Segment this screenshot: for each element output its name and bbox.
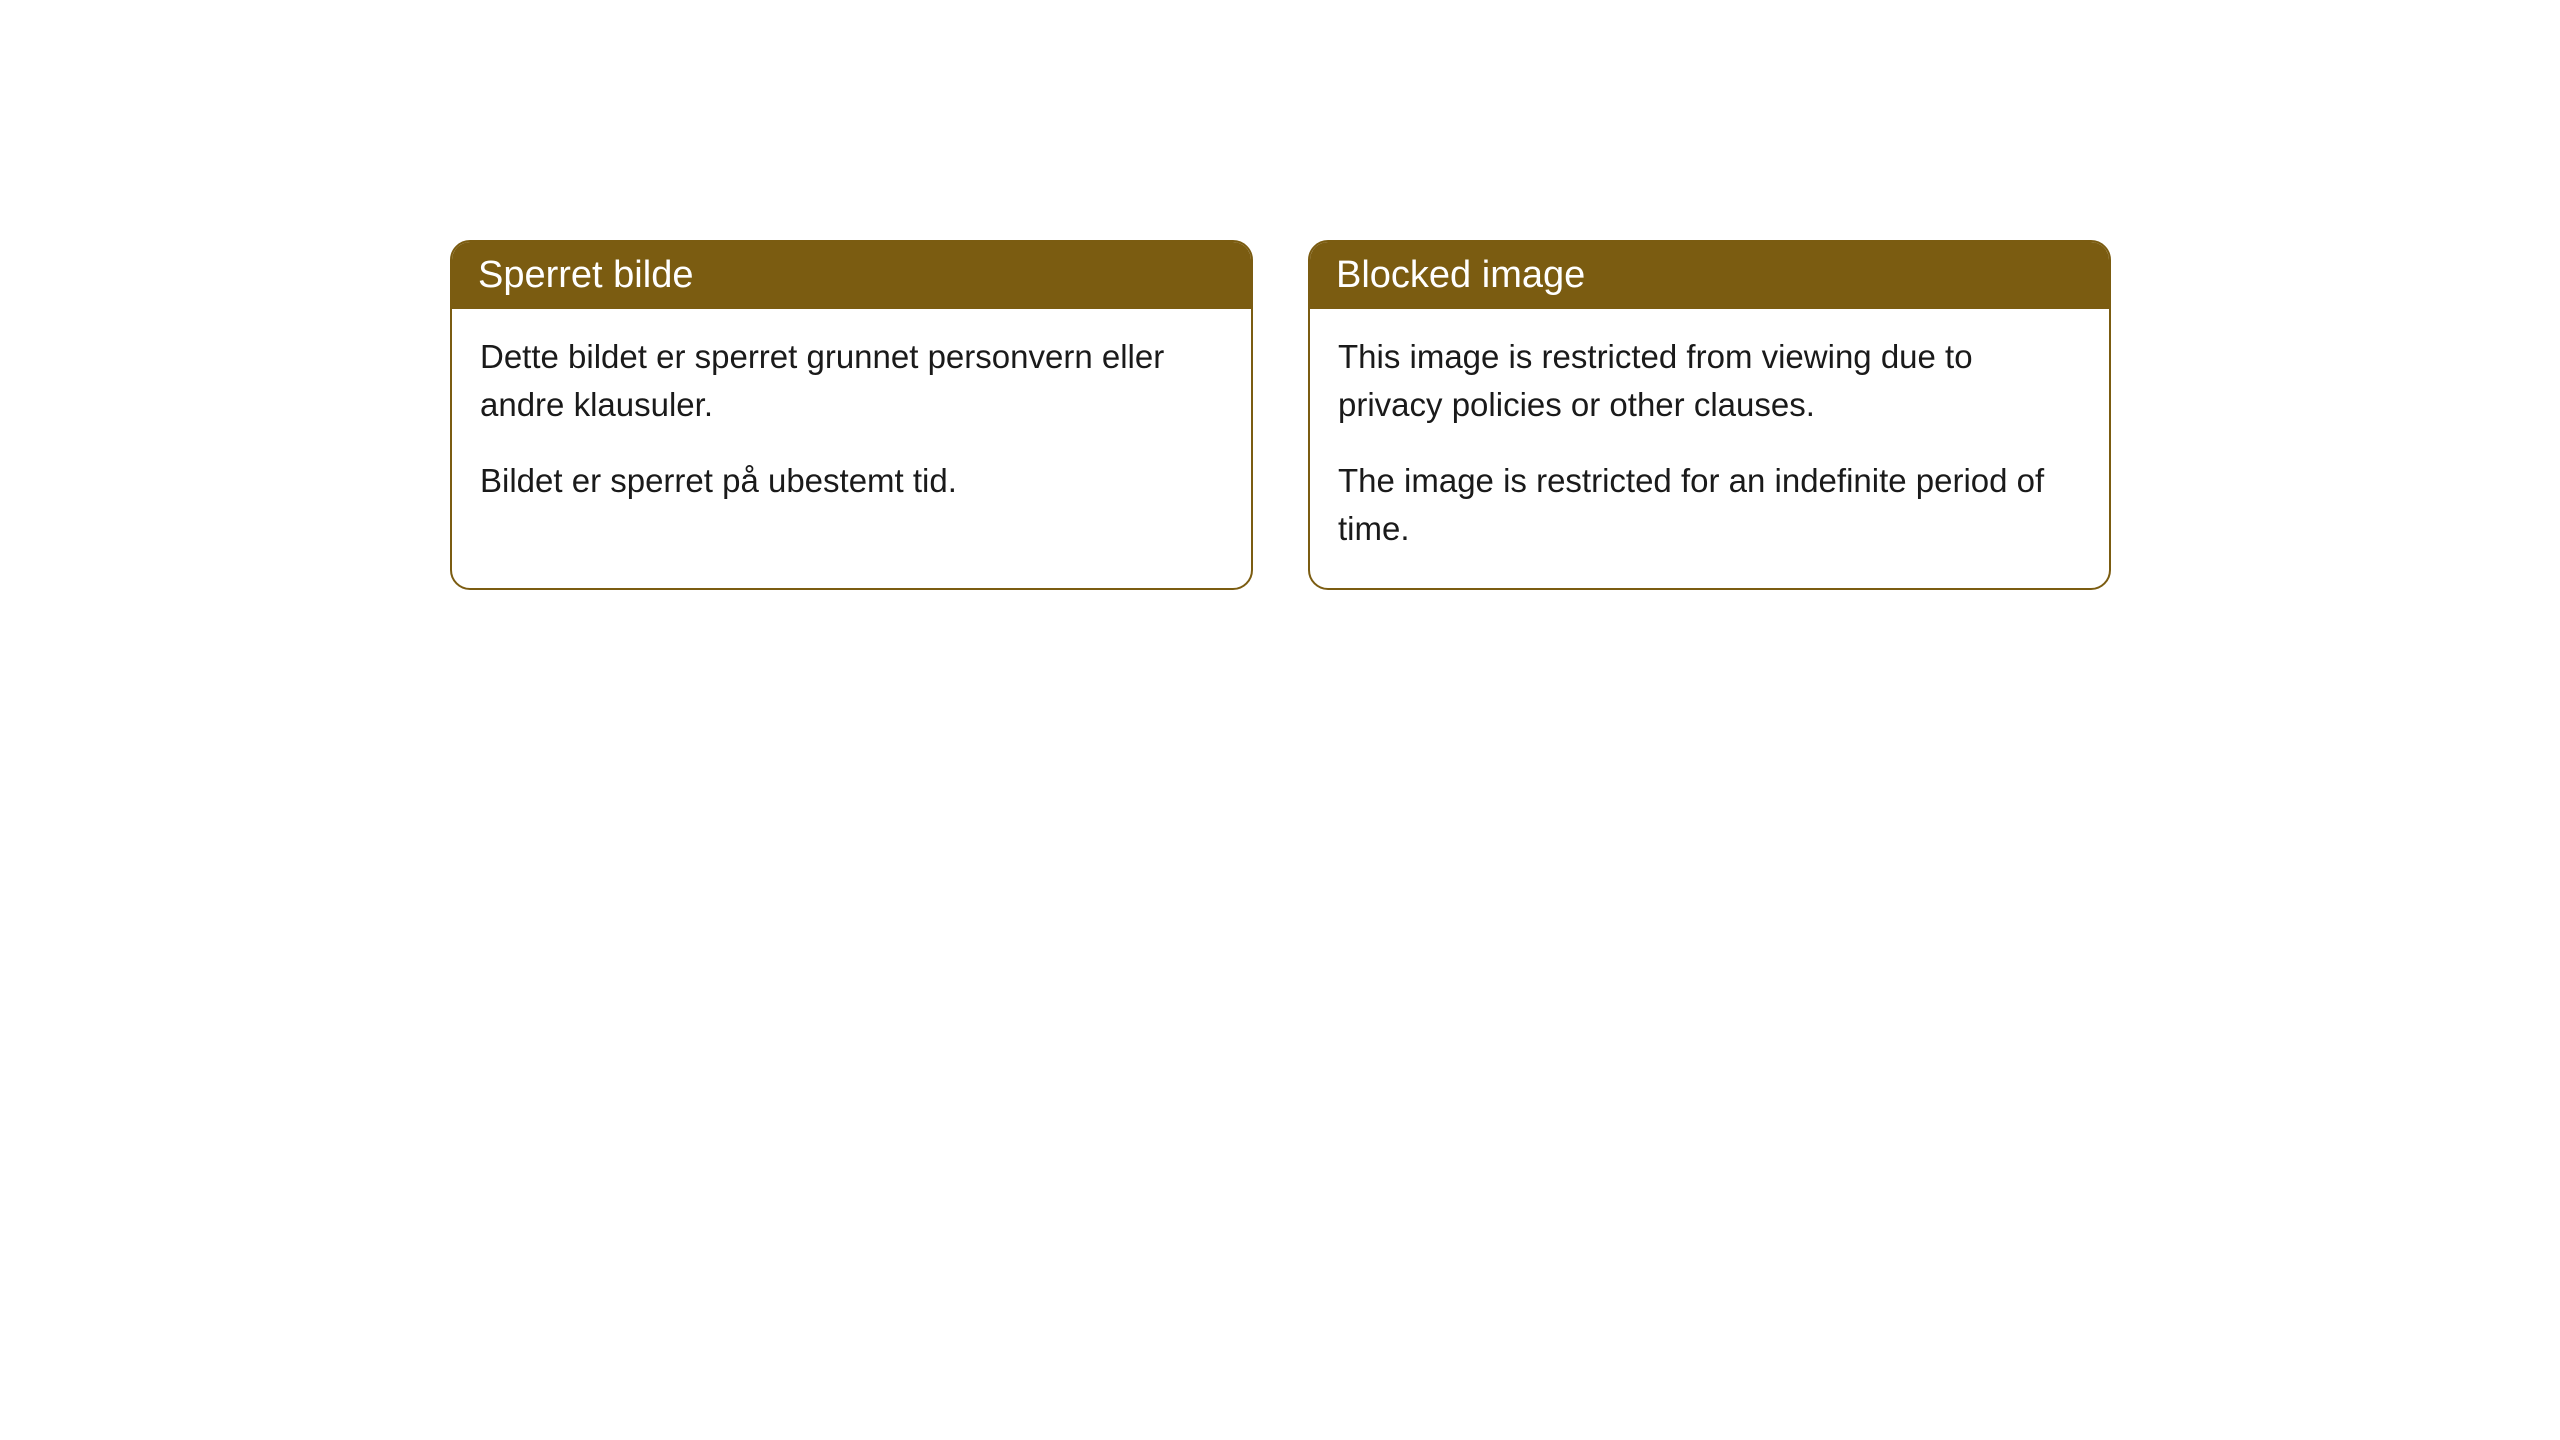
notice-card-header: Blocked image xyxy=(1310,242,2109,309)
notice-paragraph: This image is restricted from viewing du… xyxy=(1338,333,2081,429)
notice-card-body: This image is restricted from viewing du… xyxy=(1310,309,2109,588)
notice-container: Sperret bilde Dette bildet er sperret gr… xyxy=(0,0,2560,590)
notice-title: Blocked image xyxy=(1336,254,1585,296)
notice-card-body: Dette bildet er sperret grunnet personve… xyxy=(452,309,1251,541)
notice-card-header: Sperret bilde xyxy=(452,242,1251,309)
notice-paragraph: Dette bildet er sperret grunnet personve… xyxy=(480,333,1223,429)
notice-card-norwegian: Sperret bilde Dette bildet er sperret gr… xyxy=(450,240,1253,590)
notice-paragraph: The image is restricted for an indefinit… xyxy=(1338,457,2081,553)
notice-title: Sperret bilde xyxy=(478,254,693,296)
notice-card-english: Blocked image This image is restricted f… xyxy=(1308,240,2111,590)
notice-paragraph: Bildet er sperret på ubestemt tid. xyxy=(480,457,1223,505)
